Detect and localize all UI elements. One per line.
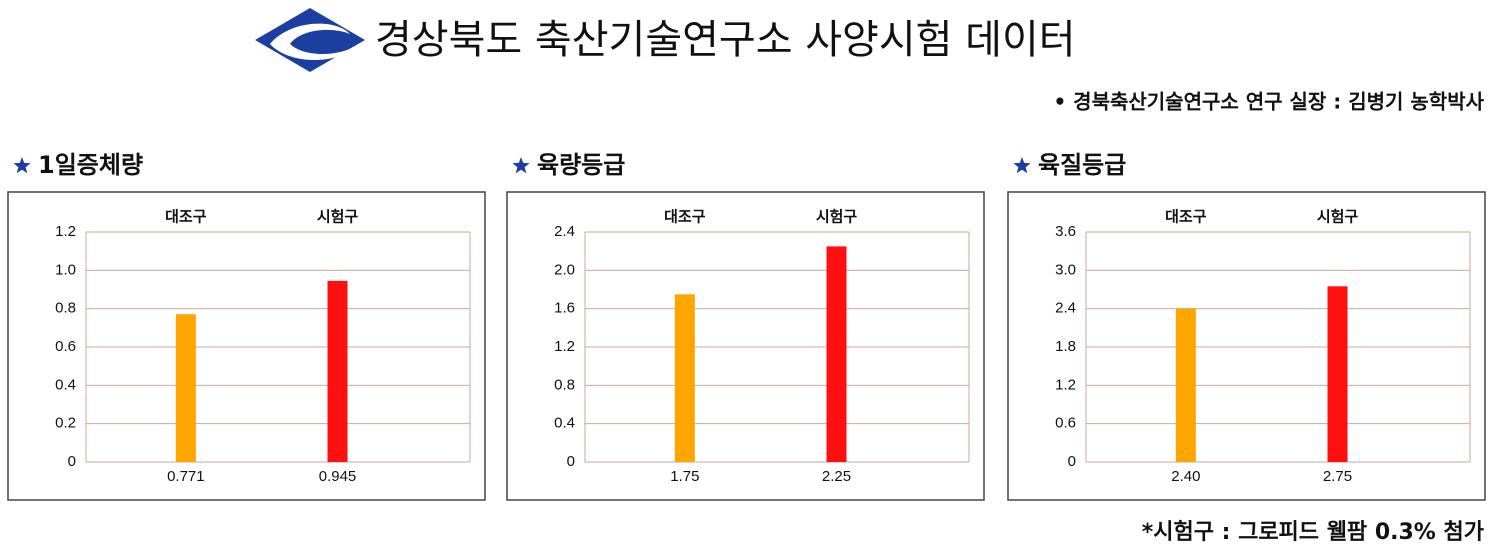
chart-frame	[7, 191, 486, 501]
value-label: 2.25	[822, 468, 851, 485]
y-tick-label: 0.4	[55, 376, 76, 393]
bar	[826, 246, 847, 462]
y-tick-label: 0.4	[554, 415, 575, 432]
value-label: 2.40	[1171, 468, 1200, 485]
value-label: 0.771	[167, 468, 205, 485]
value-label: 2.75	[1323, 468, 1352, 485]
logo	[255, 8, 365, 72]
value-label: 1.75	[670, 468, 699, 485]
category-label: 시험구	[317, 208, 359, 226]
chart-title: 육량등급	[537, 151, 625, 179]
y-tick-label: 3.0	[1055, 261, 1076, 278]
category-label: 시험구	[816, 208, 858, 226]
star	[13, 157, 31, 174]
value-label: 0.945	[319, 468, 357, 485]
y-tick-label: 0	[1068, 453, 1076, 470]
y-tick-label: 0	[567, 453, 575, 470]
y-tick-label: 1.8	[1055, 338, 1076, 355]
chart-frame	[1007, 191, 1486, 501]
y-tick-label: 0.6	[55, 338, 76, 355]
y-tick-label: 1.2	[1055, 376, 1076, 393]
subtitle: • 경북축산기술연구소 연구 실장 : 김병기 농학박사	[1053, 90, 1484, 114]
category-label: 대조구	[165, 208, 207, 226]
y-tick-label: 0.8	[554, 376, 575, 393]
chart-title: 육질등급	[1038, 151, 1126, 179]
chart-title: 1일증체량	[38, 151, 143, 179]
y-tick-label: 1.2	[55, 223, 76, 240]
star	[512, 157, 530, 174]
y-tick-label: 3.6	[1055, 223, 1076, 240]
bar	[1327, 286, 1348, 462]
y-tick-label: 0	[68, 453, 76, 470]
bar	[674, 294, 695, 462]
y-tick-label: 0.6	[1055, 415, 1076, 432]
y-tick-label: 1.0	[55, 261, 76, 278]
bar	[1175, 308, 1196, 462]
y-tick-label: 2.4	[554, 223, 575, 240]
bar	[327, 280, 348, 462]
category-label: 대조구	[664, 208, 706, 226]
bar	[175, 314, 196, 462]
category-label: 시험구	[1317, 208, 1359, 226]
y-tick-label: 1.2	[554, 338, 575, 355]
y-tick-label: 1.6	[554, 300, 575, 317]
y-tick-label: 0.8	[55, 300, 76, 317]
y-tick-label: 2.4	[1055, 300, 1076, 317]
category-label: 대조구	[1165, 208, 1207, 226]
y-tick-label: 0.2	[55, 415, 76, 432]
footnote: *시험구 : 그로피드 웰팜 0.3% 첨가	[1142, 519, 1484, 545]
y-tick-label: 2.0	[554, 261, 575, 278]
page-title: 경상북도 축산기술연구소 사양시험 데이터	[375, 17, 1076, 63]
star	[1013, 157, 1031, 174]
chart-frame	[506, 191, 985, 501]
